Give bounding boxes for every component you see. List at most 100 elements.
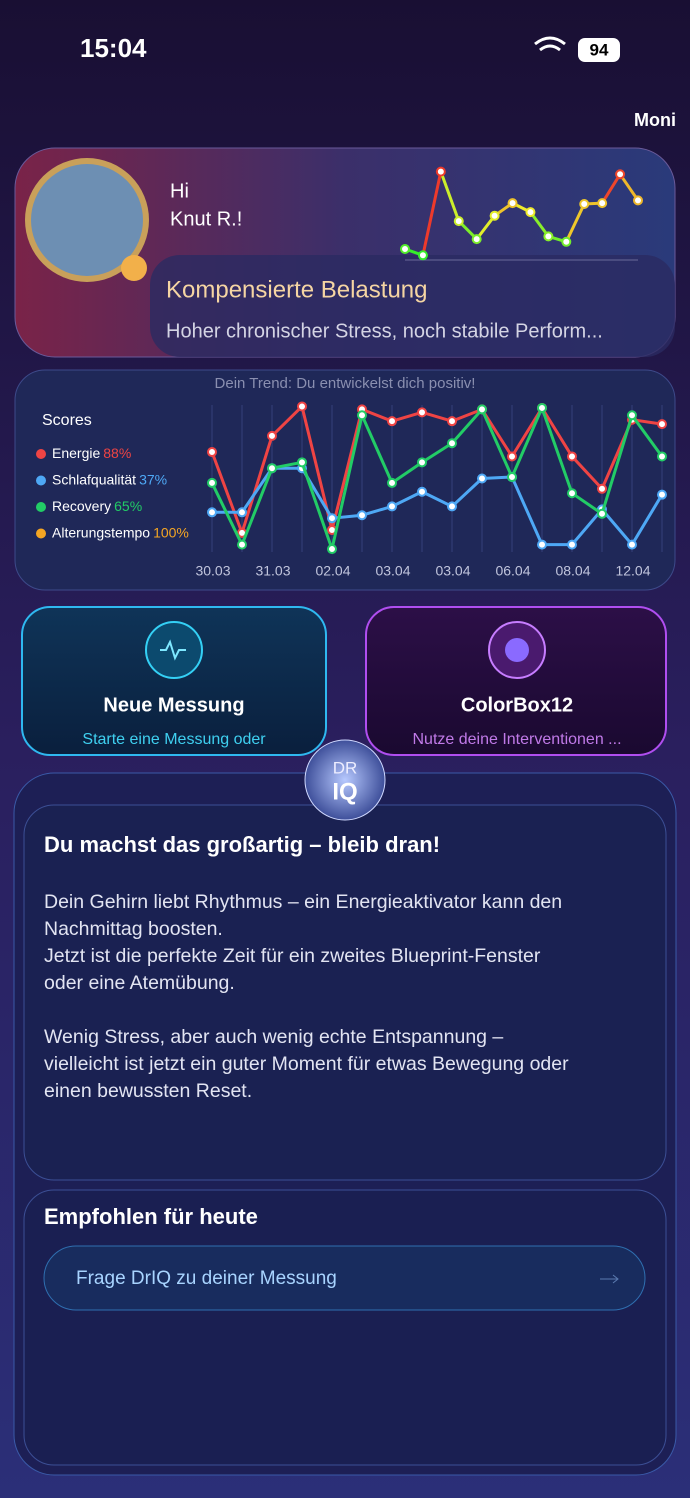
recommended-title: Empfohlen für heute — [44, 1204, 258, 1229]
trend-point — [597, 483, 607, 494]
greeting: Hi — [170, 180, 189, 202]
message-line: Nachmittag boosten. — [44, 918, 223, 940]
trend-point — [447, 416, 457, 427]
legend-name: Energie — [52, 445, 100, 461]
legend-name: Schlafqualität — [52, 471, 136, 487]
trend-point — [507, 451, 517, 462]
trend-point — [657, 451, 667, 462]
action-title: ColorBox12 — [461, 694, 573, 716]
trend-line — [210, 403, 663, 538]
trend-point — [447, 501, 457, 512]
trend-point — [207, 507, 217, 518]
measurement-icon — [145, 621, 203, 679]
recommended-card — [23, 1189, 667, 1466]
trend-point — [297, 457, 307, 468]
date-label: 12.04 — [615, 563, 650, 579]
trend-point — [387, 501, 397, 512]
legend-dot — [36, 528, 46, 539]
avatar — [31, 164, 143, 276]
trend-line — [210, 403, 664, 555]
trend-point — [357, 510, 367, 521]
action-title: Neue Messung — [103, 694, 244, 716]
trend-point — [567, 488, 577, 499]
legend-title: Scores — [42, 412, 92, 429]
legend-item: Energie 88% — [52, 445, 131, 461]
legend-item: Recovery 65% — [52, 498, 142, 514]
sparkline-point — [597, 198, 608, 209]
sparkline-segment — [600, 173, 622, 204]
message-line: Jetzt ist die perfekte Zeit für ein zwei… — [44, 945, 541, 967]
action-subtitle: Nutze deine Interventionen ... — [412, 731, 621, 748]
sparkline-point — [453, 216, 464, 227]
time: 15:04 — [80, 33, 147, 63]
ask-driq-button[interactable] — [43, 1245, 646, 1311]
legend-score: 65% — [114, 498, 142, 514]
trend-point — [507, 472, 517, 483]
trend-point — [387, 477, 397, 488]
trend-line — [212, 466, 664, 548]
legend-dot — [36, 475, 46, 486]
trend-title: Dein Trend: Du entwickelst dich positiv! — [215, 375, 476, 392]
trend-point — [567, 539, 577, 550]
state-description: Hoher chronischer Stress, noch stabile P… — [166, 320, 603, 342]
date-label: 03.04 — [435, 563, 470, 579]
new-measurement-button[interactable] — [21, 606, 327, 756]
date-label: 30.03 — [195, 563, 230, 579]
driq-badge — [304, 739, 386, 821]
trend-point — [627, 410, 637, 421]
message-line: einen bewussten Reset. — [44, 1080, 252, 1102]
trend-point — [237, 507, 247, 518]
trend-point — [417, 407, 427, 418]
sparkline-point — [400, 244, 410, 254]
legend-name: Recovery — [52, 498, 111, 514]
message-line: Dein Gehirn liebt Rhythmus – ein Energie… — [44, 891, 562, 913]
wifi — [534, 36, 566, 52]
legend-dot — [36, 449, 46, 459]
status-dot — [121, 255, 147, 281]
message-line: vielleicht ist jetzt ein guter Moment fü… — [44, 1053, 569, 1075]
legend-item: Alterungstempo 100% — [52, 524, 189, 540]
arrow — [600, 1274, 619, 1284]
trend-point — [327, 513, 337, 524]
date-label: 31.03 — [255, 563, 290, 579]
sparkline-point — [579, 199, 590, 209]
badge-top: DR — [333, 758, 358, 777]
trend-point — [267, 463, 277, 474]
date-label: 02.04 — [315, 563, 350, 579]
badge-bottom: IQ — [332, 778, 357, 805]
trend-point — [447, 438, 457, 449]
state-panel — [150, 255, 675, 357]
state-title: Kompensierte Belastung — [166, 276, 428, 303]
trend-point — [207, 447, 217, 458]
trend-point — [297, 401, 307, 412]
trend-point — [657, 489, 667, 500]
sparkline-point — [507, 198, 518, 209]
trend-point — [657, 419, 667, 430]
trend-point — [567, 451, 577, 462]
sparkline-point — [561, 236, 572, 247]
sparkline-segment — [421, 171, 443, 256]
trend-point — [537, 539, 547, 550]
legend-score: 37% — [139, 471, 167, 487]
colorbox-button[interactable] — [365, 606, 667, 756]
trend-point — [537, 402, 547, 413]
message-line: oder eine Atemübung. — [44, 972, 235, 994]
trend-point — [597, 508, 607, 519]
sparkline-point — [417, 250, 428, 261]
legend-item: Schlafqualität 37% — [52, 471, 167, 487]
legend-name: Alterungstempo — [52, 524, 150, 540]
sparkline-point — [435, 166, 446, 177]
trend-point — [477, 473, 487, 484]
trend-point — [387, 416, 397, 427]
colorbox-orb — [505, 638, 529, 662]
legend-score: 100% — [153, 524, 189, 540]
legend-dot — [36, 502, 46, 512]
message-heading: Du machst das großartig – bleib dran! — [44, 832, 440, 857]
sparkline-point — [543, 231, 554, 242]
sparkline-point — [525, 207, 536, 218]
date-label: 08.04 — [555, 563, 590, 579]
ask-driq-label: Frage DrIQ zu deiner Messung — [76, 1268, 337, 1289]
sparkline-segment — [618, 173, 640, 202]
